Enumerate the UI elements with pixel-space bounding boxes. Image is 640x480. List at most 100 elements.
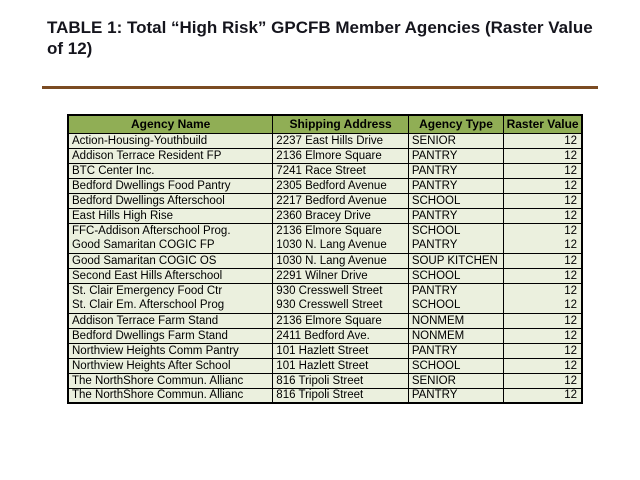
table-row: St. Clair Em. Afterschool Prog 930 Cressw… bbox=[67, 298, 583, 314]
shipping-address-cell: 930 Cresswell Street bbox=[272, 298, 409, 314]
raster-value-cell: 12 bbox=[503, 192, 583, 209]
agency-name-cell: The NorthShore Commun. Allianc bbox=[67, 387, 274, 404]
table-row: Bedford Dwellings Farm Stand 2411 Bedford… bbox=[67, 327, 583, 344]
agency-type-cell: PANTRY bbox=[407, 147, 505, 164]
shipping-address-cell: 2411 Bedford Ave. bbox=[272, 327, 409, 344]
agency-name-cell: Good Samaritan COGIC OS bbox=[67, 252, 274, 269]
agency-type-cell: PANTRY bbox=[407, 177, 505, 194]
shipping-address-cell: 2136 Elmore Square bbox=[272, 312, 409, 329]
agency-type-cell: NONMEM bbox=[407, 312, 505, 329]
agency-name-cell: Northview Heights After School bbox=[67, 357, 274, 374]
agency-type-cell: PANTRY bbox=[407, 162, 505, 179]
table-row: Northview Heights After School 101 Hazlet… bbox=[67, 357, 583, 374]
shipping-address-cell: 2291 Wilner Drive bbox=[272, 267, 409, 284]
agency-name-cell: The NorthShore Commun. Allianc bbox=[67, 372, 274, 389]
table-row: Good Samaritan COGIC OS 1030 N. Lang Aven… bbox=[67, 252, 583, 269]
agency-name-cell: St. Clair Em. Afterschool Prog bbox=[67, 298, 274, 314]
agency-name-cell: Northview Heights Comm Pantry bbox=[67, 342, 274, 359]
shipping-address-cell: 2217 Bedford Avenue bbox=[272, 192, 409, 209]
shipping-address-cell: 2237 East Hills Drive bbox=[272, 132, 409, 149]
shipping-address-cell: 930 Cresswell Street bbox=[272, 282, 409, 298]
raster-value-cell: 12 bbox=[503, 372, 583, 389]
table-header-row: Agency Name Shipping Address Agency Type… bbox=[67, 114, 583, 134]
agency-type-cell: SCHOOL bbox=[407, 222, 505, 238]
raster-value-cell: 12 bbox=[503, 312, 583, 329]
raster-value-cell: 12 bbox=[503, 238, 583, 254]
agency-name-cell: Addison Terrace Resident FP bbox=[67, 147, 274, 164]
raster-value-cell: 12 bbox=[503, 207, 583, 224]
table-row: Addison Terrace Resident FP 2136 Elmore S… bbox=[67, 147, 583, 164]
table-row: Bedford Dwellings Afterschool 2217 Bedfor… bbox=[67, 192, 583, 209]
table-row: East Hills High Rise 2360 Bracey Drive PAN… bbox=[67, 207, 583, 224]
agency-type-cell: PANTRY bbox=[407, 238, 505, 254]
table-body: Action-Housing-Youthbuild 2237 East Hills… bbox=[67, 132, 583, 404]
agency-name-cell: Second East Hills Afterschool bbox=[67, 267, 274, 284]
raster-value-cell: 12 bbox=[503, 387, 583, 404]
agency-type-cell: SCHOOL bbox=[407, 357, 505, 374]
agency-name-cell: FFC-Addison Afterschool Prog. bbox=[67, 222, 274, 238]
column-header-raster-value: Raster Value bbox=[503, 114, 583, 134]
agency-type-cell: SCHOOL bbox=[407, 192, 505, 209]
agency-type-cell: NONMEM bbox=[407, 327, 505, 344]
shipping-address-cell: 2360 Bracey Drive bbox=[272, 207, 409, 224]
agency-type-cell: PANTRY bbox=[407, 387, 505, 404]
shipping-address-cell: 1030 N. Lang Avenue bbox=[272, 252, 409, 269]
raster-value-cell: 12 bbox=[503, 327, 583, 344]
agency-type-cell: SCHOOL bbox=[407, 298, 505, 314]
table-row: Good Samaritan COGIC FP 1030 N. Lang Aven… bbox=[67, 238, 583, 254]
agency-type-cell: SOUP KITCHEN bbox=[407, 252, 505, 269]
shipping-address-cell: 1030 N. Lang Avenue bbox=[272, 238, 409, 254]
table-row: Addison Terrace Farm Stand 2136 Elmore Sq… bbox=[67, 312, 583, 329]
table-row: St. Clair Emergency Food Ctr 930 Cresswel… bbox=[67, 282, 583, 298]
raster-value-cell: 12 bbox=[503, 132, 583, 149]
raster-value-cell: 12 bbox=[503, 252, 583, 269]
shipping-address-cell: 816 Tripoli Street bbox=[272, 387, 409, 404]
raster-value-cell: 12 bbox=[503, 298, 583, 314]
page-title: TABLE 1: Total “High Risk” GPCFB Member … bbox=[47, 18, 593, 58]
agency-name-cell: Good Samaritan COGIC FP bbox=[67, 238, 274, 254]
raster-value-cell: 12 bbox=[503, 222, 583, 238]
agency-name-cell: BTC Center Inc. bbox=[67, 162, 274, 179]
agency-name-cell: St. Clair Emergency Food Ctr bbox=[67, 282, 274, 298]
raster-value-cell: 12 bbox=[503, 147, 583, 164]
table-row: Second East Hills Afterschool 2291 Wilner… bbox=[67, 267, 583, 284]
agency-name-cell: Action-Housing-Youthbuild bbox=[67, 132, 274, 149]
table-row: The NorthShore Commun. Allianc 816 Tripol… bbox=[67, 387, 583, 404]
table-row: FFC-Addison Afterschool Prog. 2136 Elmore… bbox=[67, 222, 583, 238]
agency-type-cell: SCHOOL bbox=[407, 267, 505, 284]
raster-value-cell: 12 bbox=[503, 282, 583, 298]
shipping-address-cell: 101 Hazlett Street bbox=[272, 342, 409, 359]
shipping-address-cell: 2136 Elmore Square bbox=[272, 222, 409, 238]
title-divider-rule bbox=[42, 86, 598, 89]
shipping-address-cell: 816 Tripoli Street bbox=[272, 372, 409, 389]
table-row: The NorthShore Commun. Allianc 816 Tripol… bbox=[67, 372, 583, 389]
shipping-address-cell: 7241 Race Street bbox=[272, 162, 409, 179]
raster-value-cell: 12 bbox=[503, 267, 583, 284]
agency-table: Agency Name Shipping Address Agency Type… bbox=[67, 114, 583, 404]
agency-name-cell: Addison Terrace Farm Stand bbox=[67, 312, 274, 329]
agency-name-cell: Bedford Dwellings Afterschool bbox=[67, 192, 274, 209]
column-header-agency-name: Agency Name bbox=[67, 114, 274, 134]
column-header-shipping-address: Shipping Address bbox=[272, 114, 409, 134]
agency-type-cell: PANTRY bbox=[407, 282, 505, 298]
shipping-address-cell: 101 Hazlett Street bbox=[272, 357, 409, 374]
column-header-agency-type: Agency Type bbox=[407, 114, 505, 134]
raster-value-cell: 12 bbox=[503, 177, 583, 194]
raster-value-cell: 12 bbox=[503, 357, 583, 374]
agency-name-cell: East Hills High Rise bbox=[67, 207, 274, 224]
agency-type-cell: PANTRY bbox=[407, 342, 505, 359]
table-row: Bedford Dwellings Food Pantry 2305 Bedfor… bbox=[67, 177, 583, 194]
agency-type-cell: SENIOR bbox=[407, 372, 505, 389]
shipping-address-cell: 2136 Elmore Square bbox=[272, 147, 409, 164]
table-row: BTC Center Inc. 7241 Race Street PANTRY 12 bbox=[67, 162, 583, 179]
raster-value-cell: 12 bbox=[503, 162, 583, 179]
table-row: Action-Housing-Youthbuild 2237 East Hills… bbox=[67, 132, 583, 149]
table-row: Northview Heights Comm Pantry 101 Hazlett… bbox=[67, 342, 583, 359]
raster-value-cell: 12 bbox=[503, 342, 583, 359]
agency-type-cell: PANTRY bbox=[407, 207, 505, 224]
agency-type-cell: SENIOR bbox=[407, 132, 505, 149]
shipping-address-cell: 2305 Bedford Avenue bbox=[272, 177, 409, 194]
agency-name-cell: Bedford Dwellings Food Pantry bbox=[67, 177, 274, 194]
agency-name-cell: Bedford Dwellings Farm Stand bbox=[67, 327, 274, 344]
